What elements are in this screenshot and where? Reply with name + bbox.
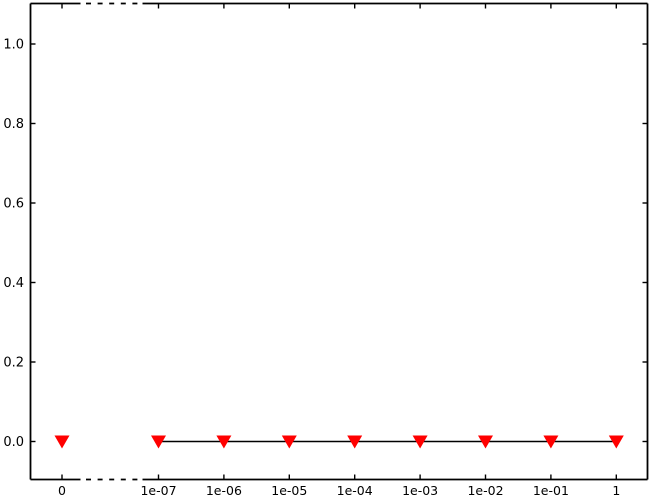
x-tick-label: 1e-07	[140, 483, 176, 498]
y-tick-label: 1.0	[3, 38, 24, 53]
data-point-marker-triangle-down	[216, 435, 232, 449]
y-tick-label: 0.8	[3, 117, 24, 132]
y-tick-label: 0.0	[3, 435, 24, 450]
x-tick-label: 1e-04	[337, 483, 373, 498]
data-point-marker-triangle-down	[412, 435, 428, 449]
x-tick-label: 1e-03	[402, 483, 438, 498]
data-point-marker-triangle-down	[54, 435, 70, 449]
data-point-marker-triangle-down	[151, 435, 166, 449]
x-tick-label: 1e-01	[533, 483, 569, 498]
x-tick-label: 1e-05	[271, 483, 307, 498]
x-tick-label: 0	[58, 483, 66, 498]
data-point-marker-triangle-down	[281, 435, 297, 449]
x-tick-label: 1	[612, 483, 620, 498]
x-tick-label: 1e-06	[206, 483, 242, 498]
y-tick-label: 0.4	[3, 276, 24, 291]
y-tick-label: 0.2	[3, 356, 24, 371]
x-tick-label: 1e-02	[467, 483, 503, 498]
data-point-marker-triangle-down	[608, 435, 624, 449]
data-point-marker-triangle-down	[543, 435, 559, 449]
y-tick-label: 0.6	[3, 197, 24, 212]
data-point-marker-triangle-down	[347, 435, 363, 449]
data-point-marker-triangle-down	[478, 435, 493, 449]
